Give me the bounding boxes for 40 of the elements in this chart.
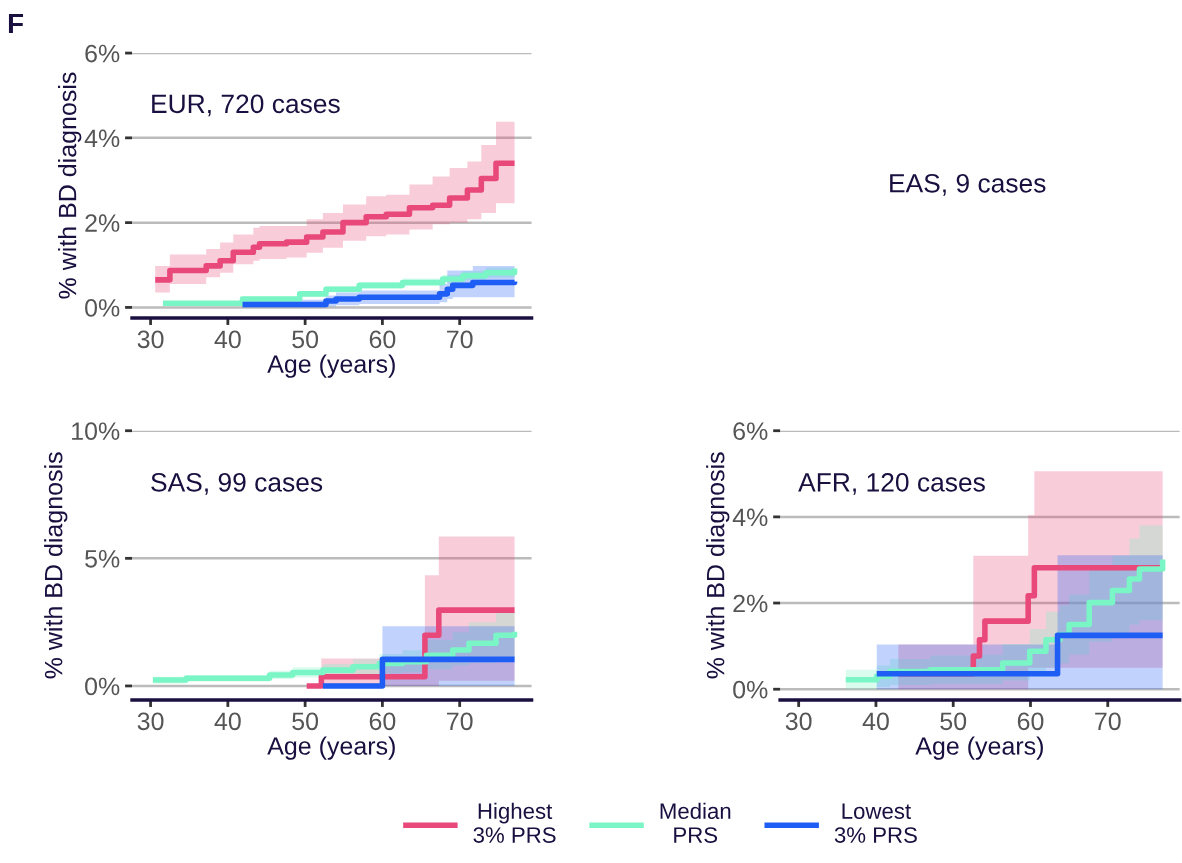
x-tick-label: 40 <box>214 330 241 349</box>
x-tick-label: 30 <box>785 712 812 731</box>
y-tick-label: 0% <box>85 677 120 696</box>
x-tick-label: 70 <box>447 712 473 731</box>
y-tick-label: 6% <box>733 422 768 441</box>
x-tick-label: 40 <box>214 712 241 731</box>
x-tick-label: 60 <box>369 712 396 731</box>
y-axis-title: % with BD diagnosis <box>706 452 730 679</box>
y-tick-label: 6% <box>85 44 120 63</box>
annotation: AFR, 120 cases <box>798 472 985 495</box>
legend-label: Median PRS <box>660 802 731 843</box>
x-axis-title: Age (years) <box>267 354 395 378</box>
text: EAS, 9 cases <box>890 173 1046 196</box>
y-axis-title: % with BD diagnosis <box>58 72 82 299</box>
x-tick-label: 70 <box>447 330 473 349</box>
y-tick-label: 2% <box>733 594 768 613</box>
y-tick-label: 2% <box>85 214 120 232</box>
x-axis-title: Age (years) <box>267 736 395 760</box>
x-tick-label: 50 <box>292 712 319 731</box>
x-axis-title: Age (years) <box>915 736 1043 760</box>
y-tick-label: 4% <box>84 129 120 148</box>
x-tick-label: 50 <box>292 330 319 349</box>
y-tick-label: 0% <box>85 299 120 317</box>
y-tick-label: 10% <box>72 422 120 441</box>
legend-label: Lowest 3% PRS <box>834 803 917 843</box>
legend-label: Highest 3% PRS <box>473 802 556 843</box>
y-tick-label: 0% <box>733 680 768 699</box>
chart-title: F <box>8 13 24 34</box>
y-tick-label: 4% <box>732 508 768 527</box>
x-tick-label: 50 <box>940 712 967 731</box>
x-tick-label: 60 <box>1017 712 1044 731</box>
x-tick-label: 40 <box>862 712 889 731</box>
annotation: EUR, 720 cases <box>152 94 340 117</box>
annotation: SAS, 99 cases <box>151 472 323 495</box>
x-tick-label: 30 <box>137 712 164 731</box>
y-axis-title: % with BD diagnosis <box>44 452 68 679</box>
x-tick-label: 30 <box>137 330 164 349</box>
y-tick-label: 5% <box>85 550 120 568</box>
x-tick-label: 70 <box>1095 712 1121 731</box>
x-tick-label: 60 <box>369 330 396 349</box>
